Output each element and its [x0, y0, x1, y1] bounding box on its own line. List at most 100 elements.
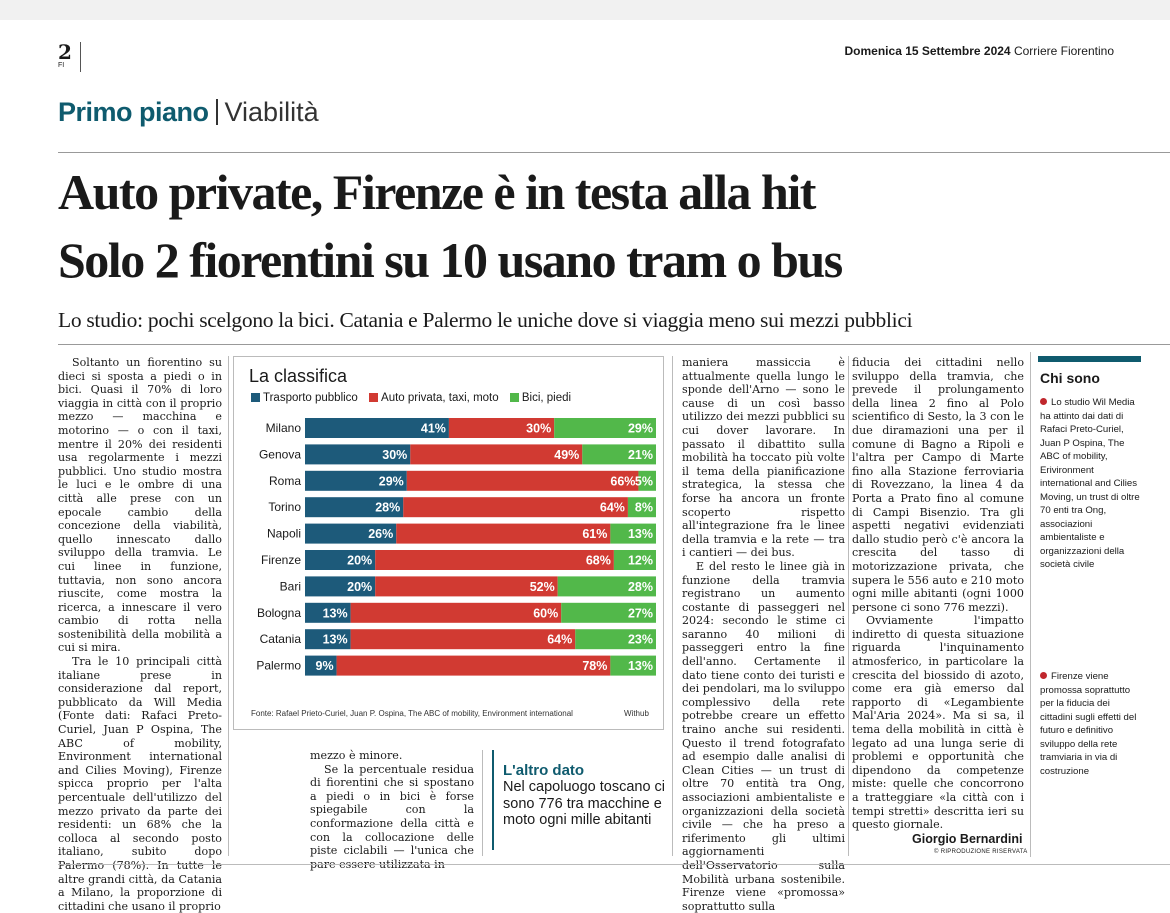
bar-segment-roma-2: [638, 470, 656, 491]
data-label-bologna-0: 13%: [323, 606, 348, 620]
page-edition: FI: [58, 62, 65, 69]
legend-swatch: [369, 393, 379, 402]
legend-label: Bici, piedi: [521, 392, 572, 404]
bar-segment-napoli-1: [396, 523, 611, 544]
altro-dato-bar: [492, 750, 494, 850]
data-label-bologna-2: 27%: [628, 606, 653, 620]
category-label-bologna: Bologna: [257, 606, 301, 620]
sidebar-title: Chi sono: [1040, 370, 1100, 386]
bar-segment-bari-2: [557, 576, 656, 597]
legend-label: Trasporto pubblico: [263, 392, 358, 404]
paragraph: maniera massiccia è attualmente quella l…: [682, 356, 845, 560]
bullet-dot-icon: [1040, 398, 1047, 405]
chart-legend: Trasporto pubblico Auto privata, taxi, m…: [251, 392, 579, 404]
bar-segment-genova-2: [582, 444, 656, 465]
bar-segment-bari-1: [375, 576, 558, 597]
bar-segment-firenze-1: [375, 550, 614, 570]
subheadline-rule: [58, 344, 1170, 345]
data-label-genova-0: 30%: [382, 448, 407, 462]
section-title: Primo piano: [58, 97, 209, 127]
data-label-catania-1: 64%: [547, 633, 572, 647]
data-label-napoli-1: 61%: [582, 527, 607, 541]
paragraph: fiducia dei cittadini nello sviluppo del…: [852, 356, 1024, 614]
bar-segment-torino-2: [627, 497, 656, 518]
sidebar-item: Firenze viene promossa soprattutto per l…: [1040, 670, 1140, 778]
column-rule: [672, 356, 673, 856]
newspaper-name: Corriere Fiorentino: [1013, 44, 1114, 58]
data-label-roma-1: 66%: [610, 474, 635, 488]
bar-segment-bologna-0: [305, 602, 351, 623]
bar-segment-palermo-2: [610, 655, 656, 676]
bar-segment-torino-1: [403, 497, 628, 518]
data-label-milano-1: 30%: [526, 422, 551, 436]
legend-item-bike: Bici, piedi: [509, 392, 572, 404]
data-label-firenze-2: 12%: [628, 554, 653, 568]
data-label-genova-2: 21%: [628, 448, 653, 462]
chart-source: Fonte: Rafael Prieto-Curiel, Juan P. Osp…: [251, 709, 573, 718]
article-column-3: maniera massiccia è attualmente quella l…: [682, 356, 845, 913]
bar-segment-palermo-0: [305, 655, 337, 676]
paragraph: Soltanto un fiorentino su dieci si spost…: [58, 356, 222, 655]
legend-label: Auto privata, taxi, moto: [381, 392, 499, 404]
data-label-palermo-2: 13%: [628, 659, 653, 673]
paragraph: E del resto le linee già in funzione del…: [682, 559, 845, 913]
legend-swatch: [251, 393, 260, 402]
category-label-genova: Genova: [259, 447, 301, 461]
top-bar: [0, 0, 1170, 20]
column-rule: [228, 356, 229, 856]
rights-notice: © RIPRODUZIONE RISERVATA: [934, 849, 1028, 855]
section-heading: Primo piano Viabilità: [58, 97, 319, 128]
bar-segment-bologna-1: [350, 602, 562, 623]
bullet-dot-icon: [1040, 672, 1047, 679]
article-column-2: mezzo è minore. Se la percentuale residu…: [310, 749, 474, 871]
data-label-catania-2: 23%: [628, 633, 653, 647]
column-rule: [482, 750, 483, 856]
header-rule: [58, 152, 1170, 153]
column-rule: [848, 356, 849, 856]
legend-item-public: Trasporto pubblico: [251, 392, 358, 404]
section-subtitle: Viabilità: [224, 97, 319, 127]
sidebar-item-text: Firenze viene promossa soprattutto per l…: [1040, 671, 1137, 777]
data-label-firenze-1: 68%: [586, 554, 611, 568]
data-label-palermo-0: 9%: [316, 659, 334, 673]
article-column-1: Soltanto un fiorentino su dieci si spost…: [58, 356, 222, 913]
bar-segment-genova-1: [410, 444, 583, 465]
bar-segment-bologna-2: [561, 602, 656, 623]
subheadline: Lo studio: pochi scelgono la bici. Catan…: [58, 308, 913, 332]
bar-segment-firenze-0: [305, 550, 376, 570]
data-label-torino-2: 8%: [635, 501, 653, 515]
bar-segment-catania-0: [305, 629, 351, 650]
altro-dato-title: L'altro dato: [503, 762, 585, 779]
paragraph: Se la percentuale residua di fiorentini …: [310, 762, 474, 871]
data-label-roma-0: 29%: [379, 474, 404, 488]
article-column-4: fiducia dei cittadini nello sviluppo del…: [852, 356, 1024, 832]
bar-segment-roma-0: [305, 470, 407, 491]
issue-date: Domenica 15 Settembre 2024: [844, 44, 1011, 58]
data-label-palermo-1: 78%: [582, 659, 607, 673]
paragraph: Ovviamente l'impatto indiretto di questa…: [852, 614, 1024, 832]
bottom-rule: [58, 864, 1170, 865]
bar-segment-milano-2: [554, 418, 656, 438]
sidebar-item-text: Lo studio Wil Media ha attinto dai dati …: [1040, 397, 1140, 570]
bar-segment-napoli-0: [305, 523, 397, 544]
stacked-bar-chart: Milano 41% 30% 29%Genova 30% 49% 21%Roma 29% 66%…: [256, 418, 656, 676]
headline-line-1: Auto private, Firenze è in testa alla hi…: [58, 164, 816, 220]
bar-segment-catania-2: [575, 629, 656, 650]
paragraph: Tra le 10 principali città italiane pres…: [58, 655, 222, 913]
legend-item-car: Auto privata, taxi, moto: [369, 392, 499, 404]
category-label-palermo: Palermo: [256, 659, 301, 673]
data-label-bari-2: 28%: [628, 580, 653, 594]
data-label-catania-0: 13%: [323, 633, 348, 647]
category-label-torino: Torino: [268, 500, 301, 514]
category-label-bari: Bari: [280, 579, 301, 593]
bar-segment-milano-1: [448, 418, 555, 438]
bar-segment-roma-1: [406, 470, 639, 491]
data-label-bari-0: 20%: [347, 580, 372, 594]
category-label-milano: Milano: [266, 421, 302, 435]
section-divider: [215, 99, 218, 125]
category-label-catania: Catania: [260, 632, 302, 646]
data-label-genova-1: 49%: [554, 448, 579, 462]
bar-segment-napoli-2: [610, 523, 656, 544]
legend-swatch: [509, 393, 519, 402]
chart-credit: Withub: [624, 709, 649, 718]
